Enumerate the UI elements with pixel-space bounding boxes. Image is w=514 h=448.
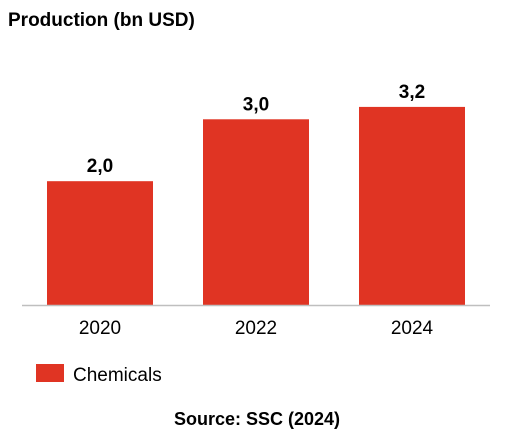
chart-title: Production (bn USD): [8, 10, 195, 31]
data-label-2022: 3,0: [243, 94, 269, 115]
legend: Chemicals: [36, 364, 162, 386]
data-label-2024: 3,2: [399, 82, 425, 103]
bar-2020: [47, 181, 153, 305]
legend-label-chemicals: Chemicals: [73, 365, 162, 386]
x-tick-label-2024: 2024: [391, 318, 434, 339]
x-tick-label-2020: 2020: [79, 318, 121, 339]
x-tick-label-2022: 2022: [235, 318, 277, 339]
plot-area: 2,0 2020 3,0 2022 3,2 2024: [22, 82, 490, 339]
legend-swatch-chemicals: [36, 364, 64, 382]
bar-2024: [359, 106, 465, 306]
source-note: Source: SSC (2024): [174, 409, 340, 429]
bar-2022: [203, 119, 309, 306]
data-label-2020: 2,0: [87, 156, 113, 177]
